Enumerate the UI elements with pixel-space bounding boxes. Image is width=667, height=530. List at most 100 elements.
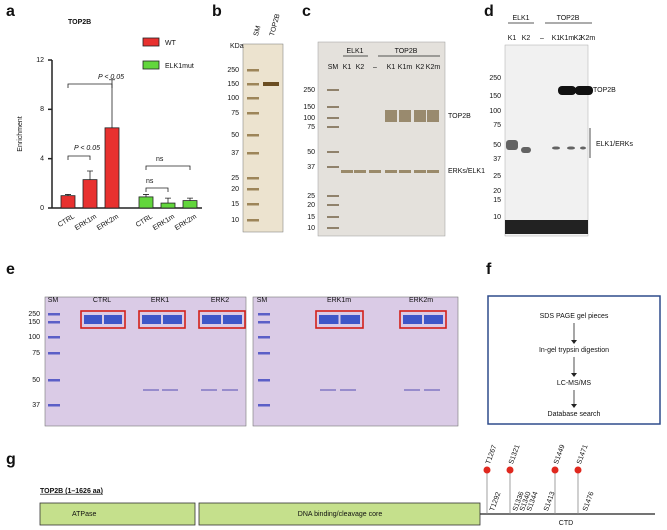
lane-label: ERK2m [409,297,433,304]
marker-label: 37 [493,156,501,163]
lane-label: SM [257,297,268,304]
panel-label: g [6,451,16,468]
protein-band [399,110,411,122]
y-tick-label: 12 [36,57,44,64]
ladder-band [247,203,259,206]
error-bar [143,194,149,197]
x-tick-label: ERK1m [74,213,98,232]
ladder-band [327,151,339,153]
ladder-band [48,336,60,339]
gel [242,43,284,233]
marker-label: 75 [493,122,501,129]
lane-label: – [540,35,544,42]
bracket [145,187,169,192]
marker-label: 100 [227,95,239,102]
protein-band [319,315,339,324]
marker-label: 75 [231,110,239,117]
protein-band [104,315,122,324]
flow-step: In-gel trypsin digestion [539,347,609,354]
domain-label: DNA binding/cleavage core [298,511,383,518]
marker-label: 25 [493,173,501,180]
ladder-band [258,404,270,407]
bar [138,196,154,209]
marker-label: 250 [28,311,40,318]
faint-band [201,389,217,391]
erk-band [341,170,353,173]
marker-label: 37 [32,402,40,409]
y-tick-label: 0 [40,205,44,212]
arrow-head [571,340,577,344]
group-label: ELK1 [346,48,363,55]
site-label: T1267 [485,444,498,465]
blot-band [575,86,593,95]
ladder-band [327,227,339,229]
marker-label: 10 [493,214,501,221]
band-label: TOP2B [448,113,471,120]
marker-label: 150 [303,104,315,111]
arrow-head [571,373,577,377]
marker-label: 50 [231,132,239,139]
lane-label: CTRL [93,297,111,304]
domain-label: CTD [559,520,573,527]
bracket [145,165,191,170]
marker-label: 10 [307,225,315,232]
ladder-band [327,204,339,206]
marker-label: 50 [493,142,501,149]
lane-label: K1m [398,64,413,71]
site-marker [551,466,559,474]
protein-name: TOP2B (1–1626 aa) [40,488,103,495]
lane-label: K1 [552,35,561,42]
bar [182,200,198,209]
ladder-band [48,404,60,407]
x-tick-label: ERK2m [96,213,120,232]
site-label: S1413 [543,491,557,513]
band-label: TOP2B [593,87,616,94]
x-tick-label: ERK2m [174,213,198,232]
protein-band [163,315,182,324]
ladder-band [247,83,259,86]
erk-band [369,170,381,173]
lane-label: TOP2B [269,13,282,37]
ladder-band [247,69,259,72]
ladder-band [48,321,60,324]
lane-label: SM [253,25,263,37]
ladder-band [258,321,270,324]
annotation: ns [146,178,154,185]
protein-band [142,315,161,324]
panel-label: f [486,261,492,278]
protein-band [340,315,360,324]
site-label: T1292 [489,491,502,512]
flow-step: SDS PAGE gel pieces [540,313,609,320]
bracket [67,155,91,160]
marker-label: 37 [231,150,239,157]
highlight-box [399,310,447,329]
protein-band [427,110,439,122]
group-label: TOP2B [395,48,418,55]
band-label: ERKs/ELK1 [448,168,485,175]
highlight-box [198,310,246,329]
ladder-band [327,106,339,108]
site-label: S1321 [508,444,522,466]
ladder-band [327,195,339,197]
marker-label: 75 [307,124,315,131]
marker-label: 15 [231,201,239,208]
blot-band [567,146,575,150]
flow-step: LC-MS/MS [557,380,592,387]
lane-label: K2 [416,64,425,71]
protein-band [202,315,221,324]
legend-label: ELK1mut [165,63,194,70]
marker-label: 250 [303,87,315,94]
marker-label: 20 [231,186,239,193]
ladder-band [258,352,270,355]
group-label: ELK1 [512,15,529,22]
band-label: ELK1/ERKs [596,141,633,148]
site-label: S1449 [553,444,567,466]
ladder-band [258,313,270,316]
lane-label: K2 [356,64,365,71]
marker-label: 100 [489,108,501,115]
ladder-band [327,117,339,119]
error-bar [87,170,93,180]
domain-label: ATPase [72,511,96,518]
protein-band [385,110,397,122]
marker-label: 25 [231,175,239,182]
